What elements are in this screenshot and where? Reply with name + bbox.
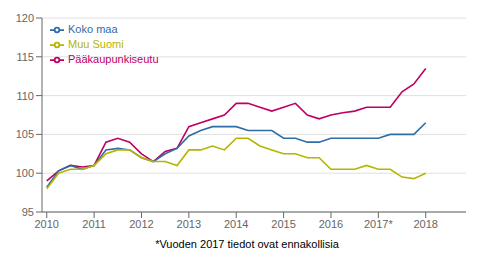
svg-text:120: 120 bbox=[16, 12, 34, 24]
svg-text:2012: 2012 bbox=[129, 218, 153, 230]
svg-text:2010: 2010 bbox=[34, 218, 58, 230]
html-text:Pääkaupunkiseutu: Pääkaupunkiseutu bbox=[68, 53, 159, 66]
svg-text:100: 100 bbox=[16, 167, 34, 179]
svg-text:95: 95 bbox=[22, 206, 34, 218]
html-text:Muu Suomi: Muu Suomi bbox=[68, 38, 124, 51]
svg-text:2016: 2016 bbox=[319, 218, 343, 230]
html-text:Koko maa: Koko maa bbox=[68, 23, 118, 35]
svg-text:2018: 2018 bbox=[413, 218, 437, 230]
svg-text:2013: 2013 bbox=[177, 218, 201, 230]
svg-text:105: 105 bbox=[16, 128, 34, 140]
svg-text:115: 115 bbox=[16, 51, 34, 63]
svg-text:2015: 2015 bbox=[271, 218, 295, 230]
svg-text:110: 110 bbox=[16, 90, 34, 102]
svg-text:2011: 2011 bbox=[82, 218, 106, 230]
svg-text:2017*: 2017* bbox=[364, 218, 393, 230]
svg-text:2014: 2014 bbox=[224, 218, 248, 230]
html-text:*Vuoden 2017 tiedot ovat ennak: *Vuoden 2017 tiedot ovat ennakollisia bbox=[155, 238, 339, 250]
